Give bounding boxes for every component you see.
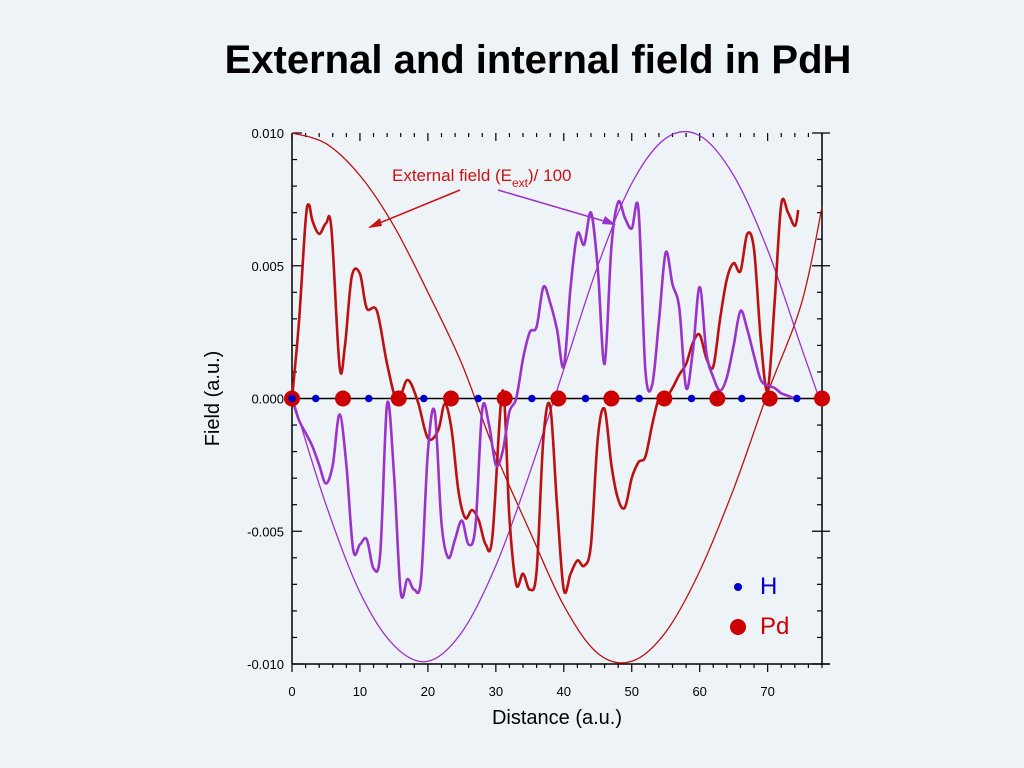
- external-field-red-line: [291, 132, 823, 664]
- pd-atom-marker: [709, 390, 726, 407]
- pd-atom-marker: [814, 390, 830, 407]
- annotation-text-sub: ext: [512, 176, 529, 190]
- h-atom-marker: [581, 394, 590, 403]
- h-atom-marker: [288, 394, 296, 403]
- y-tick-label: -0.010: [247, 657, 284, 672]
- legend-pd-marker: [730, 619, 746, 635]
- x-axis-label: Distance (a.u.): [492, 707, 622, 729]
- annotation-arrow-red: [369, 189, 461, 228]
- annotation: External field (Eext)/ 100: [368, 166, 616, 228]
- x-tick-label: 10: [353, 684, 367, 699]
- h-atom-marker: [474, 394, 482, 403]
- h-atom-marker: [793, 394, 801, 403]
- pd-atom-marker: [656, 390, 673, 407]
- h-atom-marker: [311, 394, 320, 403]
- x-tick-label: 0: [288, 684, 295, 699]
- h-atom-marker: [738, 394, 746, 403]
- internal-field-purple-line: [290, 199, 799, 600]
- y-tick-label: 0.000: [251, 392, 284, 407]
- internal-field-red-line: [290, 197, 800, 595]
- x-tick-label: 70: [760, 684, 774, 699]
- external-field-purple-line: [291, 131, 823, 663]
- h-atom-marker: [687, 394, 696, 403]
- annotation-arrow-purple: [497, 189, 615, 225]
- atom-markers: [284, 390, 830, 407]
- y-tick-label: 0.010: [251, 126, 284, 141]
- annotation-arrowhead-red: [368, 218, 382, 228]
- page-title: External and internal field in PdH: [224, 38, 852, 82]
- x-tick-label: 60: [692, 684, 706, 699]
- legend-h-marker: [734, 583, 742, 591]
- annotation-text-end: )/ 100: [528, 166, 571, 185]
- y-axis-label: Field (a.u.): [202, 351, 224, 447]
- annotation-arrowhead-purple: [602, 216, 616, 225]
- x-tick-label: 50: [625, 684, 639, 699]
- series-lines: [290, 131, 823, 664]
- legend: H Pd: [730, 573, 789, 640]
- h-atom-marker: [528, 394, 536, 403]
- pd-atom-marker: [496, 390, 513, 407]
- h-atom-marker: [635, 394, 644, 403]
- h-atom-marker: [420, 394, 428, 403]
- legend-pd-label: Pd: [760, 613, 789, 640]
- h-atom-marker: [364, 394, 373, 403]
- pd-atom-marker: [443, 390, 459, 407]
- annotation-label: External field (Eext)/ 100: [392, 166, 572, 190]
- pd-atom-marker: [550, 390, 567, 407]
- axes: 0 10 20 30 40 50 60 70 -0.010 -0.005 0.000 0.005 0.0…: [202, 126, 830, 729]
- pd-atom-marker: [334, 390, 351, 407]
- legend-h-label: H: [760, 573, 777, 600]
- pd-atom-marker: [761, 390, 778, 407]
- x-tick-label: 30: [489, 684, 503, 699]
- y-tick-label: 0.005: [251, 259, 284, 274]
- x-tick-label: 40: [557, 684, 571, 699]
- x-tick-label: 20: [421, 684, 435, 699]
- annotation-text-main: External field (E: [392, 166, 512, 185]
- pd-atom-marker: [603, 390, 620, 407]
- y-tick-label: -0.005: [247, 524, 284, 539]
- pd-atom-marker: [390, 390, 407, 407]
